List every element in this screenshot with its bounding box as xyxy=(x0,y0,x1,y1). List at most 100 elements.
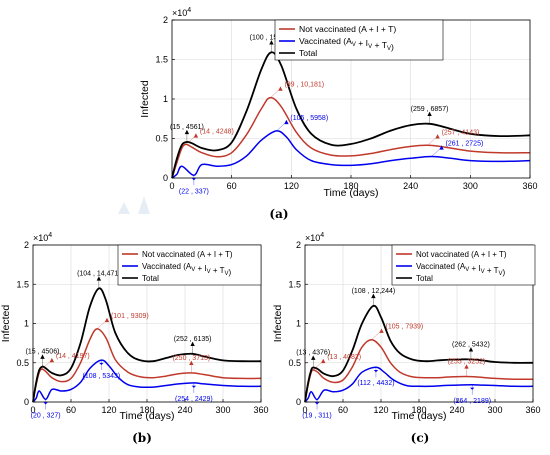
x-tick-label: 60 xyxy=(227,181,237,191)
annotation-label: (22 , 337) xyxy=(179,188,209,195)
x-tick-label: 240 xyxy=(403,181,418,191)
y-axis-title: Infected xyxy=(0,305,12,343)
legend-box xyxy=(391,244,536,286)
annotation-arrow xyxy=(96,276,102,281)
y-axis-title: Infected xyxy=(139,80,151,118)
series-line-vaccinated xyxy=(32,359,262,403)
annotation-arrow xyxy=(40,354,45,359)
legend-label-vaccinated: Vaccinated (AV + IV + TV) xyxy=(299,36,394,52)
annotation-arrow xyxy=(99,362,104,366)
legend: Not vaccinated (A + I + T)Vaccinated (AV… xyxy=(117,244,262,286)
annotation-label: (13 , 4082) xyxy=(327,354,361,361)
annotation-label: (99 , 10,181) xyxy=(284,82,324,89)
legend-label-total: Total xyxy=(299,48,317,58)
legend-subscript: V xyxy=(387,46,391,52)
annotation-arrow xyxy=(189,360,194,366)
annotation-label: (15 , 4561) xyxy=(170,124,204,131)
annotation-arrow xyxy=(49,357,55,363)
y-tick-label: 1 xyxy=(296,319,301,329)
chart-panel-c: 0 60 120 180 240 300 360 0 0.5 1 1.5 2 ×104 Time (day… xyxy=(272,232,541,445)
y-exponent-power: 4 xyxy=(320,232,324,239)
legend-label-vaccinated: Vaccinated (AV + IV + TV) xyxy=(142,262,231,277)
annotation-label: (19 , 311) xyxy=(302,413,331,420)
annotation-arrow xyxy=(278,86,283,91)
legend-subscript: V xyxy=(498,271,502,277)
x-tick-label: 0 xyxy=(169,181,174,191)
x-tick-label: 120 xyxy=(373,405,388,415)
annotation-arrow xyxy=(435,134,440,139)
legend-box xyxy=(117,244,262,286)
annotation-label: (100 , 15,910) xyxy=(250,34,294,41)
annotation-arrow xyxy=(371,293,376,299)
x-tick-label: 60 xyxy=(338,405,348,415)
legend-label-total: Total xyxy=(416,274,433,283)
x-tick-label: 120 xyxy=(284,181,299,191)
chart-panel-b: 0 60 120 180 240 300 360 0 0.5 1 1.5 2 ×104 Time (day… xyxy=(0,232,269,445)
legend-text-part: + T xyxy=(372,40,388,50)
annotation-label: (13 , 4376) xyxy=(296,350,330,357)
annotation-label: (252 , 6135) xyxy=(174,336,212,343)
annotation-arrow xyxy=(184,129,190,135)
x-tick-label: 60 xyxy=(66,405,76,415)
legend-label-total: Total xyxy=(142,274,159,283)
annotation-arrow xyxy=(470,387,475,390)
annotation-arrow xyxy=(43,402,48,405)
legend: Not vaccinated (A + I + T) Vaccinated (A V… xyxy=(274,19,444,61)
annotation-label: (108 , 12,244) xyxy=(352,288,396,295)
tick-labels: 0 60 120 180 240 300 360 0 0.5 1 1.5 2 xyxy=(288,240,540,415)
x-tick-label: 180 xyxy=(343,181,358,191)
y-exponent-power: 4 xyxy=(48,232,52,239)
x-tick-label: 240 xyxy=(177,405,192,415)
legend-text-part: ) xyxy=(391,42,394,52)
annotation-arrow xyxy=(311,355,316,360)
series-line-total xyxy=(32,287,262,403)
legend-text-part: + T xyxy=(211,266,225,275)
annotation-arrow xyxy=(373,370,379,373)
annotation-label: (261 , 2725) xyxy=(446,140,484,147)
y-tick-label: 0.5 xyxy=(288,358,301,368)
series-line-not-vaccinated xyxy=(32,328,262,403)
legend-label-not-vaccinated: Not vaccinated (A + I + T) xyxy=(299,24,396,34)
y-exponent-label: ×104 xyxy=(305,232,324,243)
annotation-label: (259 , 6857) xyxy=(411,106,449,113)
annotation-arrow xyxy=(190,341,195,347)
y-tick-label: 1.5 xyxy=(16,279,29,289)
annotation-label: (254 , 2429) xyxy=(175,396,213,403)
legend-subscript: V xyxy=(191,267,195,273)
y-tick-label: 1.5 xyxy=(155,55,168,65)
x-tick-label: 300 xyxy=(487,405,502,415)
legend-text-part: + T xyxy=(485,266,499,275)
annotation-label: (20 , 327) xyxy=(31,412,61,419)
annotation-label: (15 , 4506) xyxy=(26,349,60,356)
annotation-arrow xyxy=(104,317,110,323)
annotation-label: (112 , 4432) xyxy=(357,380,394,387)
annotation-arrow xyxy=(193,133,199,138)
annotation-label: (104 , 14,471) xyxy=(77,270,121,277)
panel-label: (a) xyxy=(269,207,288,221)
y-tick-label: 0.5 xyxy=(155,134,168,144)
legend-subscript: V xyxy=(207,269,211,275)
y-tick-label: 2 xyxy=(163,15,168,25)
legend-text-part: + I xyxy=(195,264,206,273)
annotation-arrow xyxy=(439,145,444,150)
x-tick-label: 300 xyxy=(215,405,230,415)
annotation-label: (257 , 4143) xyxy=(442,129,480,136)
y-tick-label: 1.5 xyxy=(288,279,301,289)
watermark-shape xyxy=(118,196,150,214)
x-tick-label: 360 xyxy=(525,405,540,415)
x-tick-label: 360 xyxy=(253,405,268,415)
y-exponent-label: ×104 xyxy=(172,7,191,18)
series-line-total xyxy=(171,51,531,179)
annotation-arrow xyxy=(464,364,469,369)
x-tick-label: 240 xyxy=(449,405,464,415)
annotation-label: (14 , 4248) xyxy=(200,128,234,135)
x-axis-title: Time (days) xyxy=(323,187,378,199)
legend-text-part: ) xyxy=(502,268,505,277)
x-tick-label: 180 xyxy=(411,405,426,415)
annotation-label: (101 , 9309) xyxy=(111,313,149,320)
x-axis-title: Time (days) xyxy=(391,410,446,422)
series-line-vaccinated xyxy=(304,366,534,403)
series-line-not-vaccinated xyxy=(304,338,534,403)
legend-text-part: Vaccinated (A xyxy=(299,36,352,46)
x-tick-label: 0 xyxy=(30,405,35,415)
